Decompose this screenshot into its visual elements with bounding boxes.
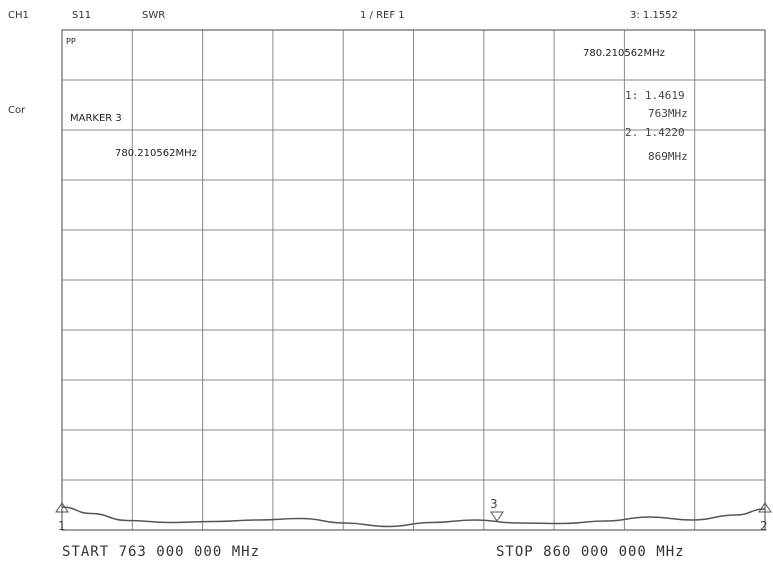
marker-2-freq: 869MHz: [648, 150, 688, 163]
marker-3-glyph-label: 3: [490, 497, 498, 511]
active-marker-title: MARKER 3: [70, 113, 122, 124]
marker-2-glyph: 2: [758, 502, 772, 533]
marker-3-glyph: 3: [490, 497, 504, 522]
param-label: S11: [72, 10, 91, 21]
scale-label: 1 / REF 1: [360, 10, 405, 21]
channel-label: CH1: [8, 10, 29, 21]
marker-1-freq: 763MHz: [648, 107, 688, 120]
stop-frequency-label: STOP 860 000 000 MHz: [496, 544, 685, 560]
marker-2-value: 2. 1.4220: [625, 126, 685, 139]
marker-readout: 3: 1.1552: [630, 10, 678, 21]
marker-1-glyph: 1: [55, 502, 69, 533]
active-marker-freq-top: 780.210562MHz: [583, 48, 665, 59]
marker-1-glyph-label: 1: [58, 519, 66, 533]
format-label: SWR: [142, 10, 165, 21]
swr-trace: [61, 506, 766, 528]
marker-2-glyph-label: 2: [760, 519, 768, 533]
start-frequency-label: START 763 000 000 MHz: [62, 544, 260, 560]
graticule-frame: [61, 29, 766, 531]
corner-label: PP: [66, 37, 76, 46]
active-marker-freq: 780.210562MHz: [115, 148, 197, 159]
graticule: [62, 30, 765, 530]
correction-label: Cor: [8, 105, 26, 116]
marker-1-value: 1: 1.4619: [625, 89, 685, 102]
